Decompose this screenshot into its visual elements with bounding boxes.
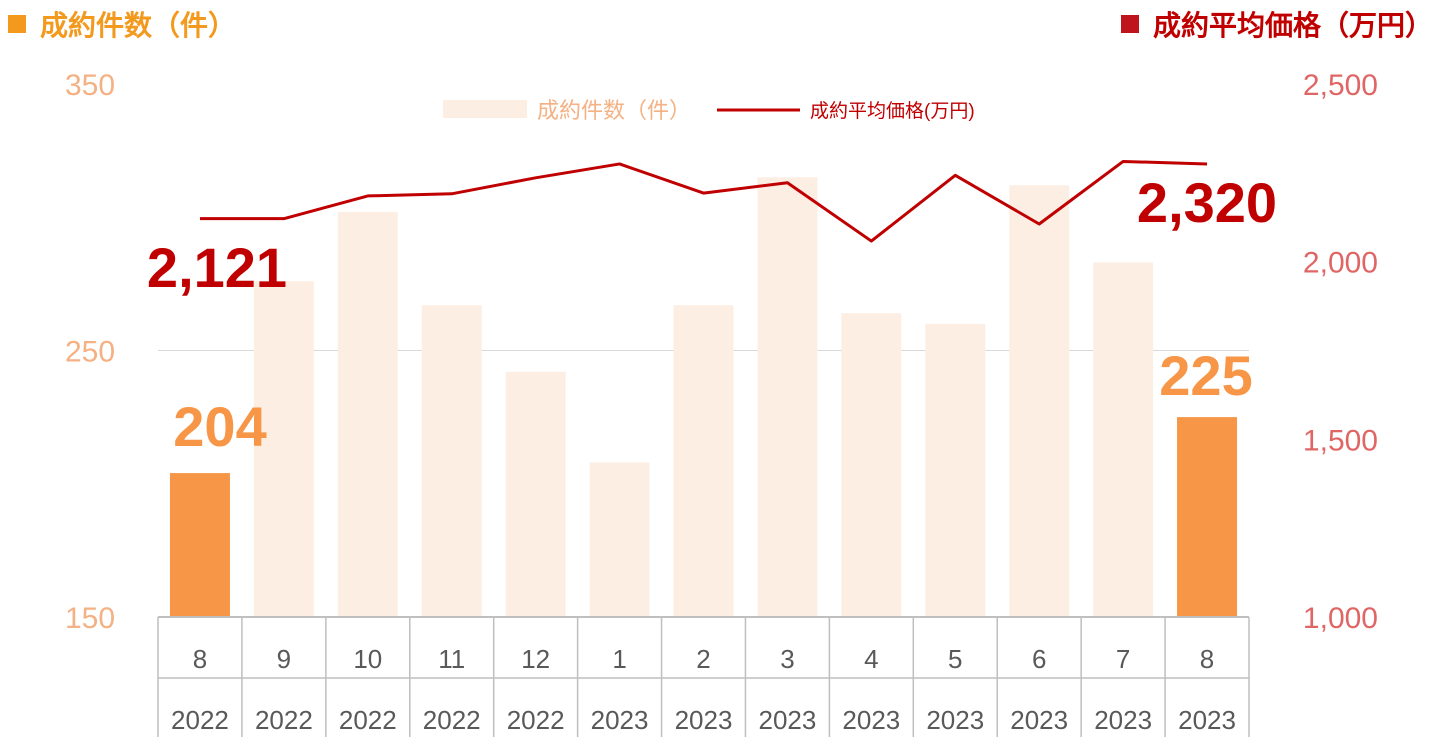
count-bar (1093, 262, 1154, 617)
count-bar (169, 473, 230, 617)
x-axis-year-label: 2022 (507, 705, 565, 735)
x-axis-month-label: 11 (438, 644, 465, 674)
annotation-labels: 204 225 2,121 2,320 (147, 171, 1277, 458)
x-axis-year-label: 2022 (339, 705, 397, 735)
right-axis-tick-label: 2,500 (1303, 69, 1378, 102)
legend: 成約件数（件） 成約平均価格(万円) (443, 98, 975, 123)
legend-bar-label: 成約件数（件） (537, 98, 691, 123)
x-axis-year-label: 2023 (926, 705, 984, 735)
x-axis-month-label: 1 (612, 644, 626, 674)
x-axis-month-label: 9 (277, 644, 291, 674)
count-bar (505, 371, 566, 617)
right-axis-tick-label: 2,000 (1303, 247, 1378, 280)
x-axis-year-label: 2022 (171, 705, 229, 735)
count-bar (1177, 417, 1238, 617)
right-header-label: 成約平均価格（万円） (1152, 9, 1433, 42)
left-header-square-icon (8, 15, 26, 33)
x-axis-month-label: 3 (780, 644, 794, 674)
count-bar (589, 462, 650, 617)
left-axis-header: 成約件数（件） (8, 4, 236, 44)
right-axis-tick-label: 1,000 (1303, 602, 1378, 635)
count-bar (337, 211, 398, 618)
x-axis-month-label: 6 (1032, 644, 1046, 674)
x-axis-month-label: 8 (193, 644, 207, 674)
legend-line-label: 成約平均価格(万円) (810, 100, 975, 122)
count-bar (757, 177, 818, 617)
x-axis-year-label: 2023 (675, 705, 733, 735)
x-axis-month-label: 2 (696, 644, 710, 674)
count-bar (841, 313, 902, 617)
x-axis-month-label: 5 (948, 644, 962, 674)
left-axis-tick-label: 150 (65, 602, 115, 635)
x-axis-year-label: 2023 (1094, 705, 1152, 735)
last-price-label: 2,320 (1137, 171, 1277, 234)
count-bar (421, 305, 482, 617)
price-line (199, 159, 1208, 243)
right-axis-tick-label: 1,500 (1303, 424, 1378, 457)
x-axis-year-label: 2023 (1178, 705, 1236, 735)
left-axis-tick-label: 350 (65, 69, 115, 102)
count-bar (1009, 185, 1070, 617)
first-price-label: 2,121 (147, 236, 287, 299)
x-axis-month-label: 12 (521, 644, 550, 674)
first-count-label: 204 (173, 395, 266, 458)
x-axis-year-label: 2022 (255, 705, 313, 735)
x-axis-year-label: 2023 (759, 705, 817, 735)
right-axis-header: 成約平均価格（万円） (1120, 4, 1433, 44)
last-count-label: 225 (1159, 344, 1252, 407)
line-layer (199, 159, 1208, 243)
bars-layer (169, 177, 1238, 618)
x-axis-month-label: 7 (1116, 644, 1130, 674)
left-header-label: 成約件数（件） (40, 9, 237, 42)
x-axis-year-label: 2023 (842, 705, 900, 735)
x-axis-year-label: 2023 (591, 705, 649, 735)
left-axis-tick-label: 250 (65, 336, 115, 369)
x-axis-month-label: 8 (1200, 644, 1214, 674)
right-header-square-icon (1120, 15, 1139, 33)
count-bar (253, 281, 314, 617)
x-axis-year-label: 2022 (423, 705, 481, 735)
x-axis-month-label: 4 (864, 644, 878, 674)
x-axis-year-label: 2023 (1010, 705, 1068, 735)
count-bar (925, 323, 986, 617)
legend-bar-swatch (443, 100, 527, 118)
x-axis-month-label: 10 (353, 644, 382, 674)
count-bar (673, 305, 734, 617)
